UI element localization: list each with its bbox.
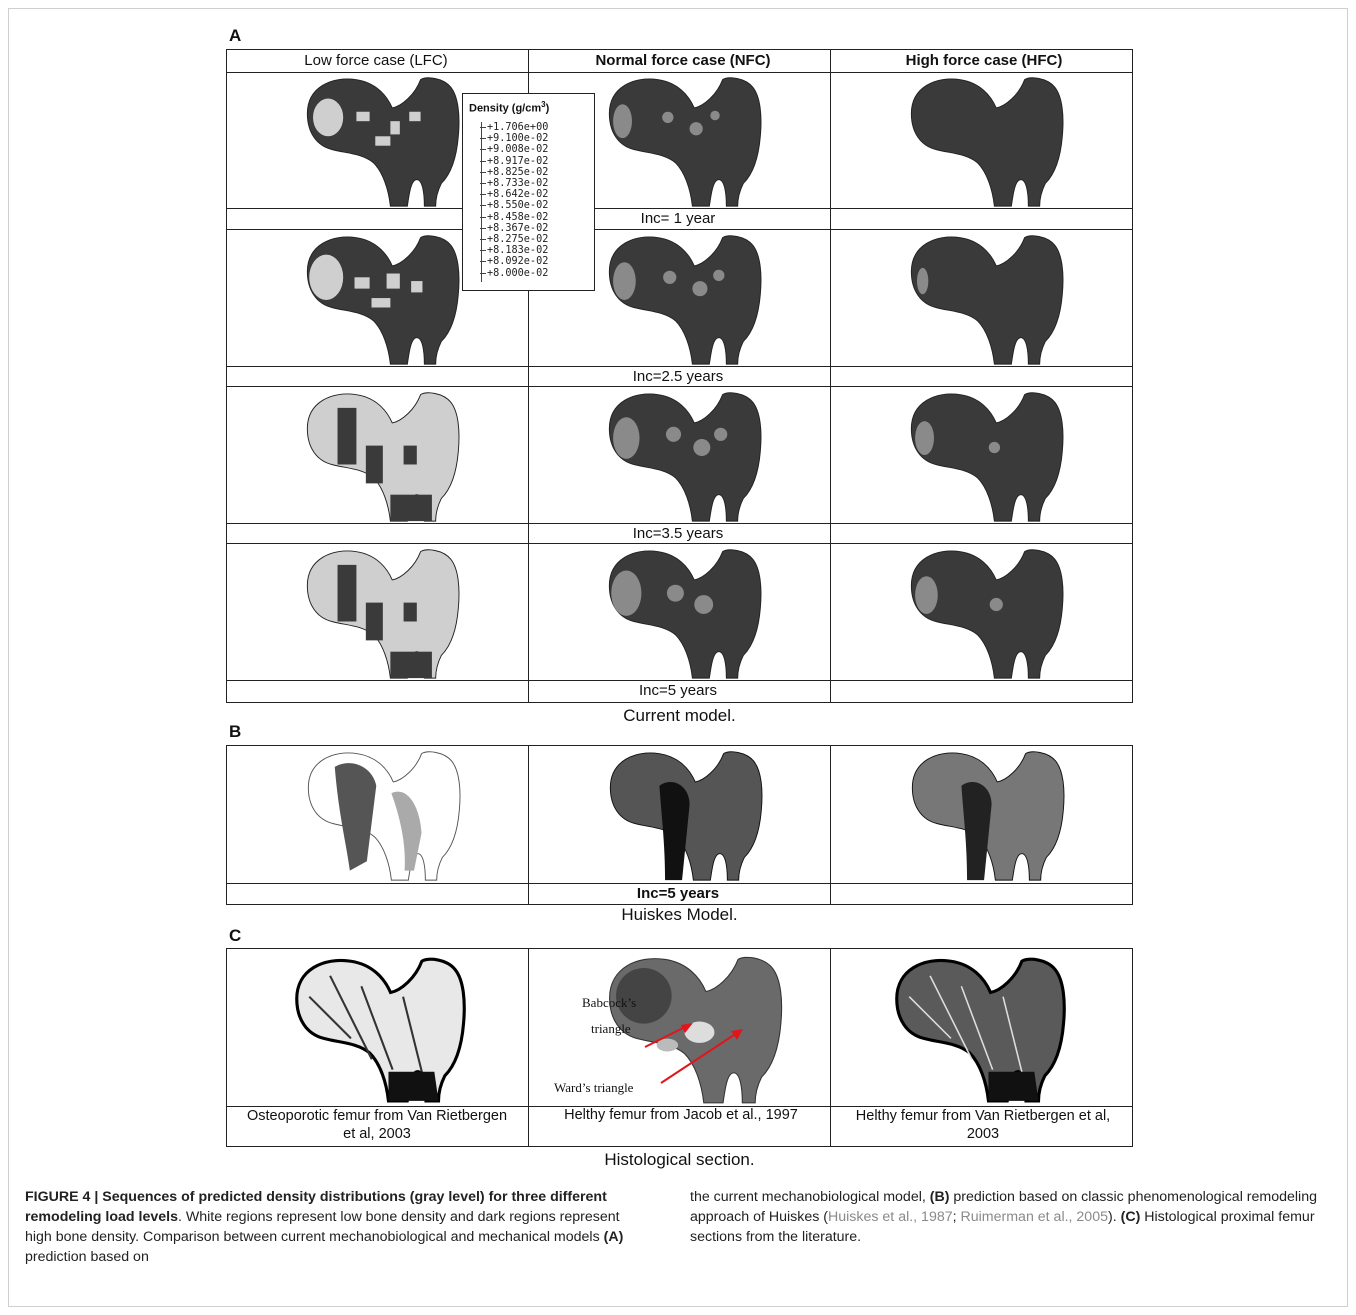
femur-nfc-2-5y [608, 235, 762, 365]
panel-a-caption: Current model. [623, 706, 736, 725]
babcock-label: Babcock’s [582, 995, 637, 1010]
femur-lfc-1y [306, 77, 460, 207]
huiskes-femur-lfc [307, 751, 461, 881]
legend-value: +8.367e-02 [479, 223, 548, 234]
col-header-lfc: Low force case (LFC) [285, 52, 467, 69]
density-legend: Density (g/cm3) +1.706e+00 +9.100e-02 +9… [462, 93, 595, 291]
legend-value: +8.275e-02 [479, 234, 548, 245]
femur-lfc-2-5y [306, 235, 460, 365]
legend-value: +1.706e+00 [479, 122, 548, 133]
col-header-hfc: High force case (HFC) [881, 52, 1087, 69]
legend-value: +8.000e-02 [479, 268, 548, 279]
femur-hfc-5y [910, 549, 1064, 679]
femur-hfc-3-5y [910, 392, 1064, 522]
femur-hfc-1y [910, 77, 1064, 207]
panel-c-letter: C [229, 926, 242, 945]
histo-osteoporotic-femur [295, 957, 466, 1103]
panel-c-grid: Osteoporotic femur from Van Rietbergen e… [226, 948, 1133, 1147]
legend-values: +1.706e+00 +9.100e-02 +9.008e-02 +8.917e… [479, 122, 548, 279]
row-label-5years: Inc=5 years [597, 682, 759, 699]
legend-value: +8.825e-02 [479, 167, 548, 178]
huiskes-femur-hfc [911, 751, 1065, 881]
histo-label-vanrietbergen: Helthy femur from Van Rietbergen et al, … [839, 1107, 1127, 1143]
panel-b-row-label: Inc=5 years [597, 885, 759, 902]
legend-title: Density (g/cm3) [469, 100, 550, 115]
histo-vanrietbergen-femur [895, 957, 1066, 1103]
babcock-label-2: triangle [591, 1021, 631, 1036]
legend-value: +8.733e-02 [479, 178, 548, 189]
figure-caption-right: the current mechanobiological model, (B)… [690, 1189, 1317, 1245]
panel-b-caption: Huiskes Model. [621, 905, 738, 924]
femur-nfc-1y [608, 77, 762, 207]
femur-lfc-5y [306, 549, 460, 679]
ref-huiskes-1987[interactable]: Huiskes et al., 1987 [828, 1209, 953, 1225]
femur-hfc-2-5y [910, 235, 1064, 365]
ward-arrow [660, 1029, 743, 1084]
legend-value: +9.008e-02 [479, 144, 548, 155]
row-label-2-5years: Inc=2.5 years [597, 368, 759, 385]
panel-b-grid: Inc=5 years [226, 745, 1133, 905]
col-header-nfc: Normal force case (NFC) [571, 52, 795, 69]
ref-ruimerman-2005[interactable]: Ruimerman et al., 2005 [960, 1209, 1108, 1225]
legend-value: +8.183e-02 [479, 245, 548, 256]
femur-nfc-3-5y [608, 392, 762, 522]
legend-value: +8.917e-02 [479, 156, 548, 167]
panel-b-letter: B [229, 722, 242, 741]
legend-value: +8.550e-02 [479, 200, 548, 211]
caption-bold-lead: FIGURE 4 | Sequences of predicted densit… [25, 1189, 607, 1225]
legend-value: +8.092e-02 [479, 256, 548, 267]
huiskes-femur-nfc [609, 751, 763, 881]
panel-a-grid: Low force case (LFC) Normal force case (… [226, 49, 1133, 703]
row-label-1year: Inc= 1 year [640, 210, 716, 227]
babcock-arrow [644, 1023, 693, 1048]
legend-value: +8.642e-02 [479, 189, 548, 200]
legend-value: +9.100e-02 [479, 133, 548, 144]
femur-lfc-3-5y [306, 392, 460, 522]
panel-c-caption: Histological section. [604, 1150, 755, 1169]
legend-value: +8.458e-02 [479, 212, 548, 223]
figure-caption-left: FIGURE 4 | Sequences of predicted densit… [25, 1189, 624, 1265]
femur-nfc-5y [608, 549, 762, 679]
legend-axis [481, 122, 482, 282]
panel-a-letter: A [229, 26, 242, 45]
histo-label-jacob: Helthy femur from Jacob et al., 1997 [535, 1107, 827, 1123]
histo-label-osteoporotic: Osteoporotic femur from Van Rietbergen e… [233, 1107, 521, 1143]
ward-label: Ward’s triangle [554, 1080, 634, 1095]
figure-frame [8, 8, 1348, 1307]
row-label-3-5years: Inc=3.5 years [597, 525, 759, 542]
histo-jacob-femur [609, 956, 783, 1104]
